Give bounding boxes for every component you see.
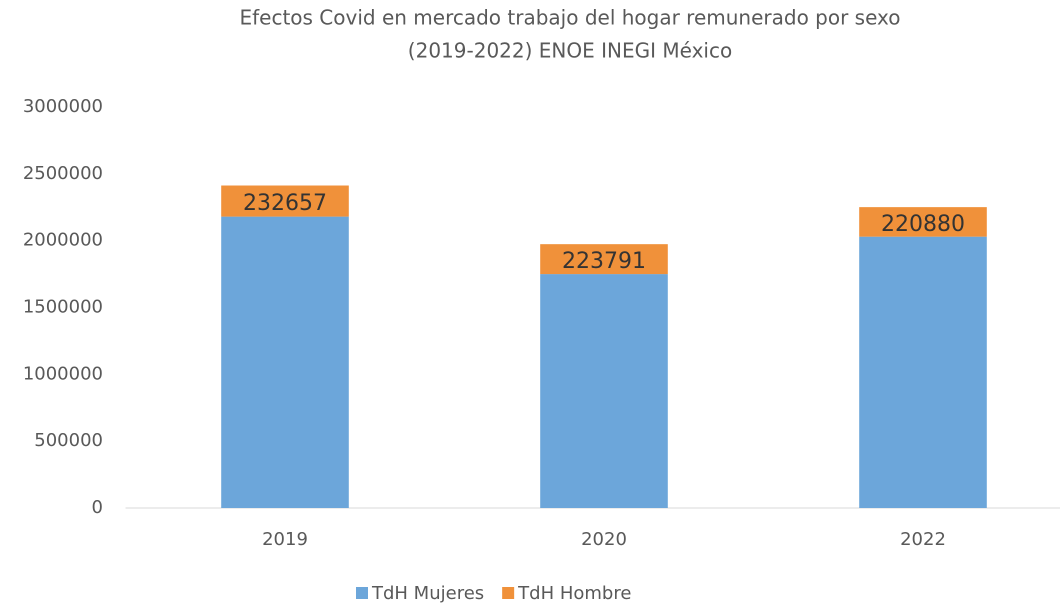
bar-segment	[540, 274, 668, 508]
bar-segment	[221, 216, 349, 508]
data-label: 220880	[881, 212, 965, 237]
bar-segment	[221, 185, 349, 217]
x-tick-label: 2020	[581, 529, 627, 550]
x-tick-label: 2022	[900, 529, 946, 550]
data-label: 223791	[562, 249, 646, 274]
legend-swatch	[356, 587, 368, 599]
y-tick-label: 3000000	[23, 96, 103, 117]
legend-label: TdH Mujeres	[371, 583, 484, 604]
x-tick-label: 2019	[262, 529, 308, 550]
y-tick-label: 1500000	[23, 297, 103, 318]
y-tick-label: 0	[92, 497, 103, 518]
y-tick-label: 2500000	[23, 163, 103, 184]
legend-label: TdH Hombre	[517, 583, 631, 604]
bar-segment	[540, 244, 668, 275]
bar-segment	[859, 236, 987, 508]
y-tick-label: 2000000	[23, 230, 103, 251]
y-tick-label: 1000000	[23, 363, 103, 384]
bar-segment	[859, 207, 987, 237]
data-label: 232657	[243, 191, 327, 216]
chart-title: Efectos Covid en mercado trabajo del hog…	[239, 6, 900, 30]
legend-swatch	[502, 587, 515, 599]
y-tick-label: 500000	[34, 430, 103, 451]
chart-title: (2019-2022) ENOE INEGI México	[408, 39, 732, 63]
